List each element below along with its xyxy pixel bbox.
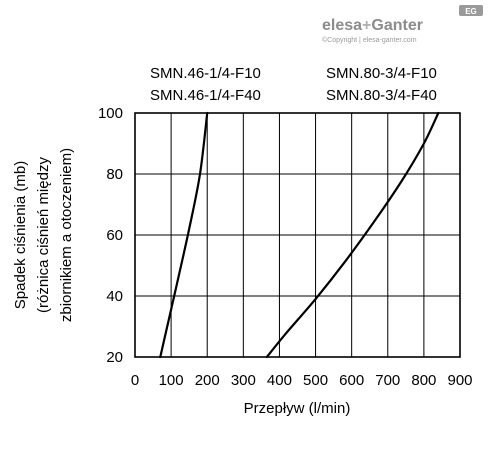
series-2-label-line-1: SMN.80-3/4-F10 bbox=[326, 65, 437, 82]
logo-brand-left: elesa bbox=[322, 17, 362, 34]
elesa-ganter-logo: elesa+Ganter EG ©Copyright | elesa-gante… bbox=[322, 5, 483, 44]
x-tick-label-500: 500 bbox=[303, 372, 328, 389]
x-axis-title: Przepływ (l/min) bbox=[244, 400, 351, 417]
series-2-line bbox=[265, 111, 440, 359]
y-tick-label-60: 60 bbox=[106, 227, 123, 244]
svg-text:elesa+Ganter: elesa+Ganter bbox=[322, 17, 423, 34]
x-tick-label-300: 300 bbox=[231, 372, 256, 389]
logo-brand-plus: + bbox=[362, 17, 371, 34]
series-1-line bbox=[159, 111, 209, 359]
x-tick-label-200: 200 bbox=[195, 372, 220, 389]
y-axis-title-line-3: zbiornikiem a otoczeniem) bbox=[58, 148, 75, 322]
y-tick-label-40: 40 bbox=[106, 288, 123, 305]
y-axis-title-line-2: (różnica ciśnień między bbox=[35, 157, 52, 313]
y-tick-label-20: 20 bbox=[106, 349, 123, 366]
x-tick-labels: 0 100 200 300 400 500 600 700 800 900 bbox=[131, 372, 473, 389]
y-axis-title: Spadek ciśnienia (mb) (różnica ciśnień m… bbox=[12, 148, 75, 322]
x-tick-label-800: 800 bbox=[411, 372, 436, 389]
series-2-label-line-2: SMN.80-3/4-F40 bbox=[326, 87, 437, 104]
y-tick-label-80: 80 bbox=[106, 166, 123, 183]
plot-frame bbox=[134, 112, 461, 358]
logo-badge-box bbox=[459, 5, 483, 16]
y-tick-label-100: 100 bbox=[98, 105, 123, 122]
x-tick-label-600: 600 bbox=[339, 372, 364, 389]
series-1-label-line-1: SMN.46-1/4-F10 bbox=[150, 65, 261, 82]
x-tick-label-100: 100 bbox=[159, 372, 184, 389]
x-tick-label-900: 900 bbox=[447, 372, 472, 389]
series-1-label-line-2: SMN.46-1/4-F40 bbox=[150, 87, 261, 104]
y-tick-labels: 20 40 60 80 100 bbox=[98, 105, 123, 366]
series-curves bbox=[159, 111, 440, 359]
x-tick-label-400: 400 bbox=[267, 372, 292, 389]
y-axis-title-line-1: Spadek ciśnienia (mb) bbox=[12, 161, 29, 309]
x-tick-label-0: 0 bbox=[131, 372, 139, 389]
logo-brand-right: Ganter bbox=[371, 17, 423, 34]
x-tick-label-700: 700 bbox=[375, 372, 400, 389]
logo-badge: EG bbox=[465, 7, 477, 16]
logo-copyright: ©Copyright | elesa-ganter.com bbox=[322, 36, 417, 44]
